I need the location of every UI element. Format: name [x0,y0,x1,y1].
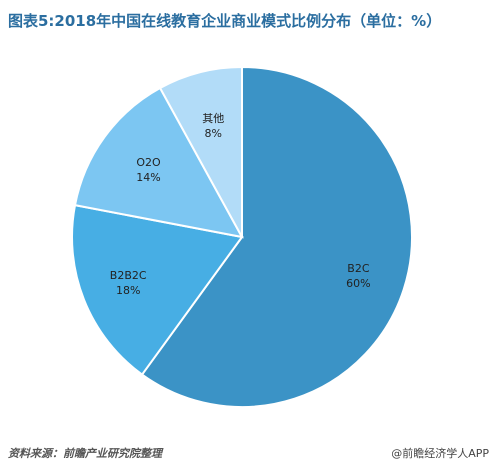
source-note: 资料来源：前瞻产业研究院整理 [8,447,162,460]
slice-value-B2B2C: 18% [116,284,140,297]
slice-label-其他: 其他 [202,112,224,125]
pie-slice-O2O [73,86,244,239]
slice-value-O2O: 14% [136,171,160,184]
pie-slice-B2B2C [71,203,244,376]
slice-value-其他: 8% [205,127,222,140]
credit-text: @前瞻经济学人APP [391,447,489,460]
slice-label-O2O: O2O [136,156,161,169]
pie-slice-B2C [140,65,413,408]
slice-label-B2B2C: B2B2C [110,269,147,282]
slice-label-B2C: B2C [347,262,370,275]
pie-slice-其他 [158,65,243,238]
slice-value-B2C: 60% [346,277,370,290]
chart-title: 图表5:2018年中国在线教育企业商业模式比例分布（单位：%） [8,12,442,30]
